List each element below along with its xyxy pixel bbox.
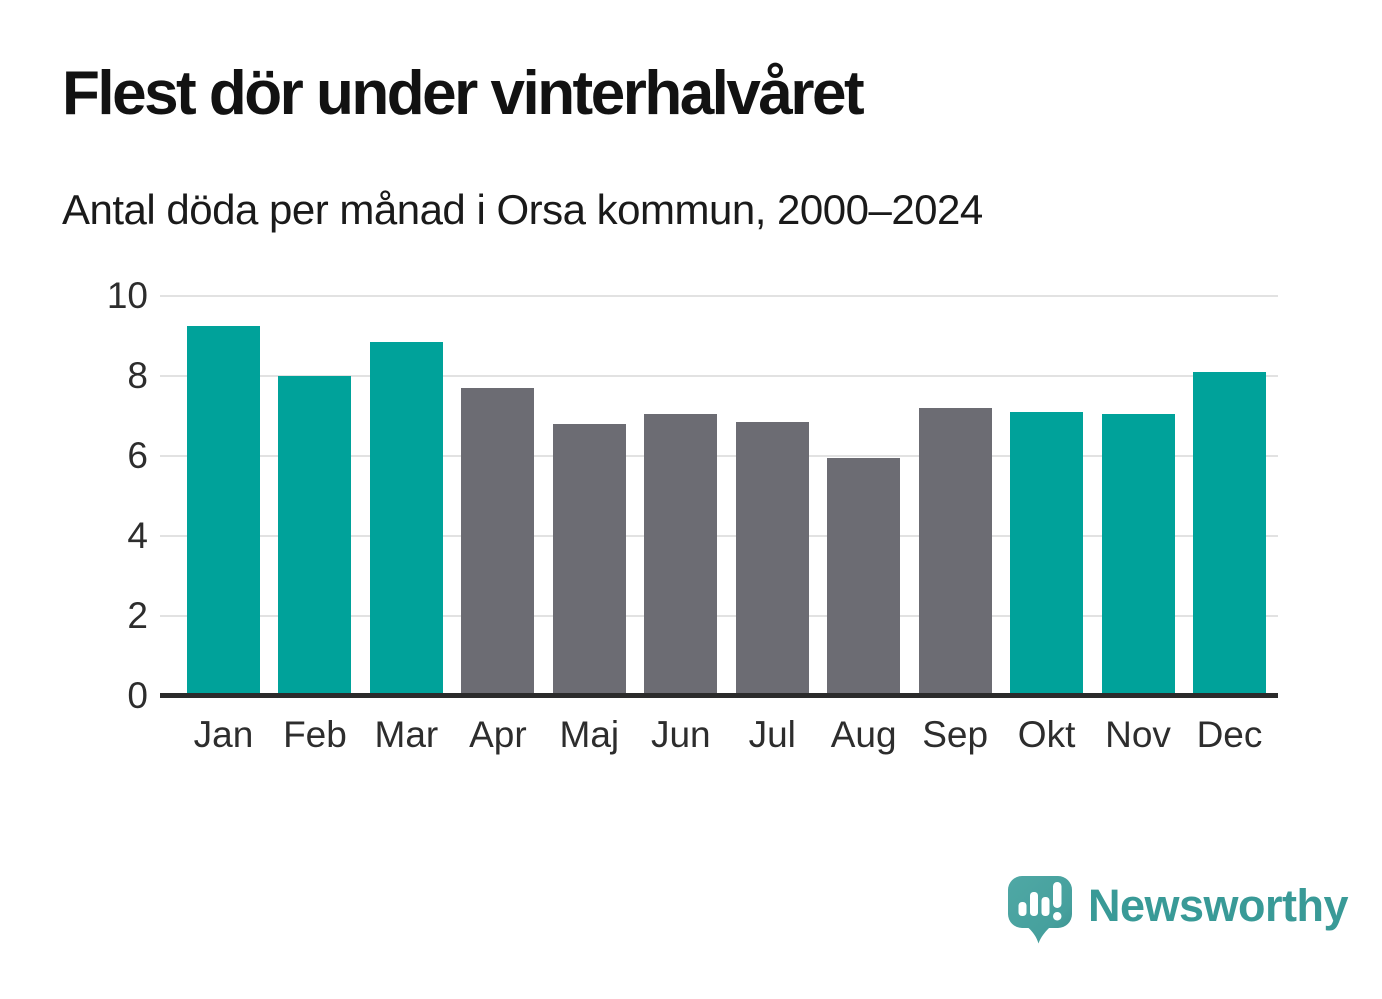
x-axis-label-feb: Feb bbox=[278, 714, 351, 756]
x-axis-label-jun: Jun bbox=[644, 714, 717, 756]
logo-bar-1 bbox=[1018, 902, 1027, 916]
x-axis-label-text: Mar bbox=[374, 714, 439, 755]
bar-aug bbox=[827, 458, 901, 696]
x-axis-label-text: Feb bbox=[283, 714, 347, 755]
y-axis-label-4: 4 bbox=[127, 515, 148, 556]
bar-dec bbox=[1192, 372, 1266, 696]
y-axis-label-2: 2 bbox=[127, 595, 148, 636]
x-axis-label-text: Maj bbox=[559, 714, 620, 755]
x-axis-label-sep: Sep bbox=[919, 714, 992, 756]
x-axis-label-dec: Dec bbox=[1193, 714, 1266, 756]
bar-nov bbox=[1101, 414, 1175, 696]
x-axis-label-text: Okt bbox=[1017, 714, 1076, 755]
x-axis-label-maj: Maj bbox=[553, 714, 626, 756]
x-axis-label-jan: Jan bbox=[187, 714, 260, 756]
speech-bubble-shape bbox=[1008, 876, 1072, 944]
bar-feb bbox=[278, 376, 352, 696]
bar-jun bbox=[644, 414, 718, 696]
y-axis-label-6: 6 bbox=[127, 435, 148, 476]
x-axis-line bbox=[160, 693, 1278, 698]
bar-sep bbox=[918, 408, 992, 696]
x-axis-label-mar: Mar bbox=[370, 714, 443, 756]
bar-apr bbox=[461, 388, 535, 696]
x-axis-label-apr: Apr bbox=[461, 714, 534, 756]
x-axis-label-text: Jun bbox=[650, 714, 711, 755]
newsworthy-speech-bubble-bar-chart-icon bbox=[1008, 876, 1072, 944]
x-axis-label-text: Jan bbox=[193, 714, 254, 755]
x-axis-label-aug: Aug bbox=[827, 714, 900, 756]
x-axis-label-text: Aug bbox=[830, 714, 897, 755]
gridline-6 bbox=[160, 455, 1278, 457]
y-axis-label-8: 8 bbox=[127, 355, 148, 396]
x-axis-label-text: Sep bbox=[922, 714, 989, 755]
x-axis-label-text: Dec bbox=[1196, 714, 1263, 755]
y-axis-label-0: 0 bbox=[127, 675, 148, 716]
gridline-2 bbox=[160, 615, 1278, 617]
x-axis-label-jul: Jul bbox=[736, 714, 809, 756]
chart-subtitle: Antal döda per månad i Orsa kommun, 2000… bbox=[62, 186, 983, 233]
gridline-4 bbox=[160, 535, 1278, 537]
logo-exclamation-dot bbox=[1053, 912, 1062, 921]
bar-jul bbox=[735, 422, 809, 696]
bar-row bbox=[160, 296, 1278, 696]
plot-area bbox=[160, 295, 1278, 698]
logo-bar-3 bbox=[1041, 897, 1050, 916]
newsworthy-logo-text: Newsworthy bbox=[1088, 880, 1349, 931]
logo-exclamation-stem bbox=[1053, 882, 1062, 908]
bar-maj bbox=[552, 424, 626, 696]
x-axis-label-okt: Okt bbox=[1010, 714, 1083, 756]
x-axis-labels: Jan Feb Mar Apr Maj Jun Jul Aug Sep Okt Nov Dec bbox=[160, 714, 1278, 756]
chart-title: Flest dör under vinterhalvåret bbox=[62, 59, 865, 128]
bar-mar bbox=[369, 342, 443, 696]
gridline-8 bbox=[160, 375, 1278, 377]
logo-bar-2 bbox=[1030, 892, 1038, 916]
bar-okt bbox=[1010, 412, 1084, 696]
x-axis-label-nov: Nov bbox=[1102, 714, 1175, 756]
x-axis-label-text: Apr bbox=[469, 714, 527, 755]
y-axis-label-10: 10 bbox=[106, 275, 148, 316]
y-axis-labels: 0 2 4 6 8 10 bbox=[0, 275, 148, 716]
bar-jan bbox=[187, 326, 260, 696]
newsworthy-logo: Newsworthy bbox=[1008, 876, 1349, 946]
x-axis-label-text: Jul bbox=[748, 714, 796, 755]
gridline-10 bbox=[160, 295, 1278, 297]
x-axis-label-text: Nov bbox=[1105, 714, 1171, 755]
